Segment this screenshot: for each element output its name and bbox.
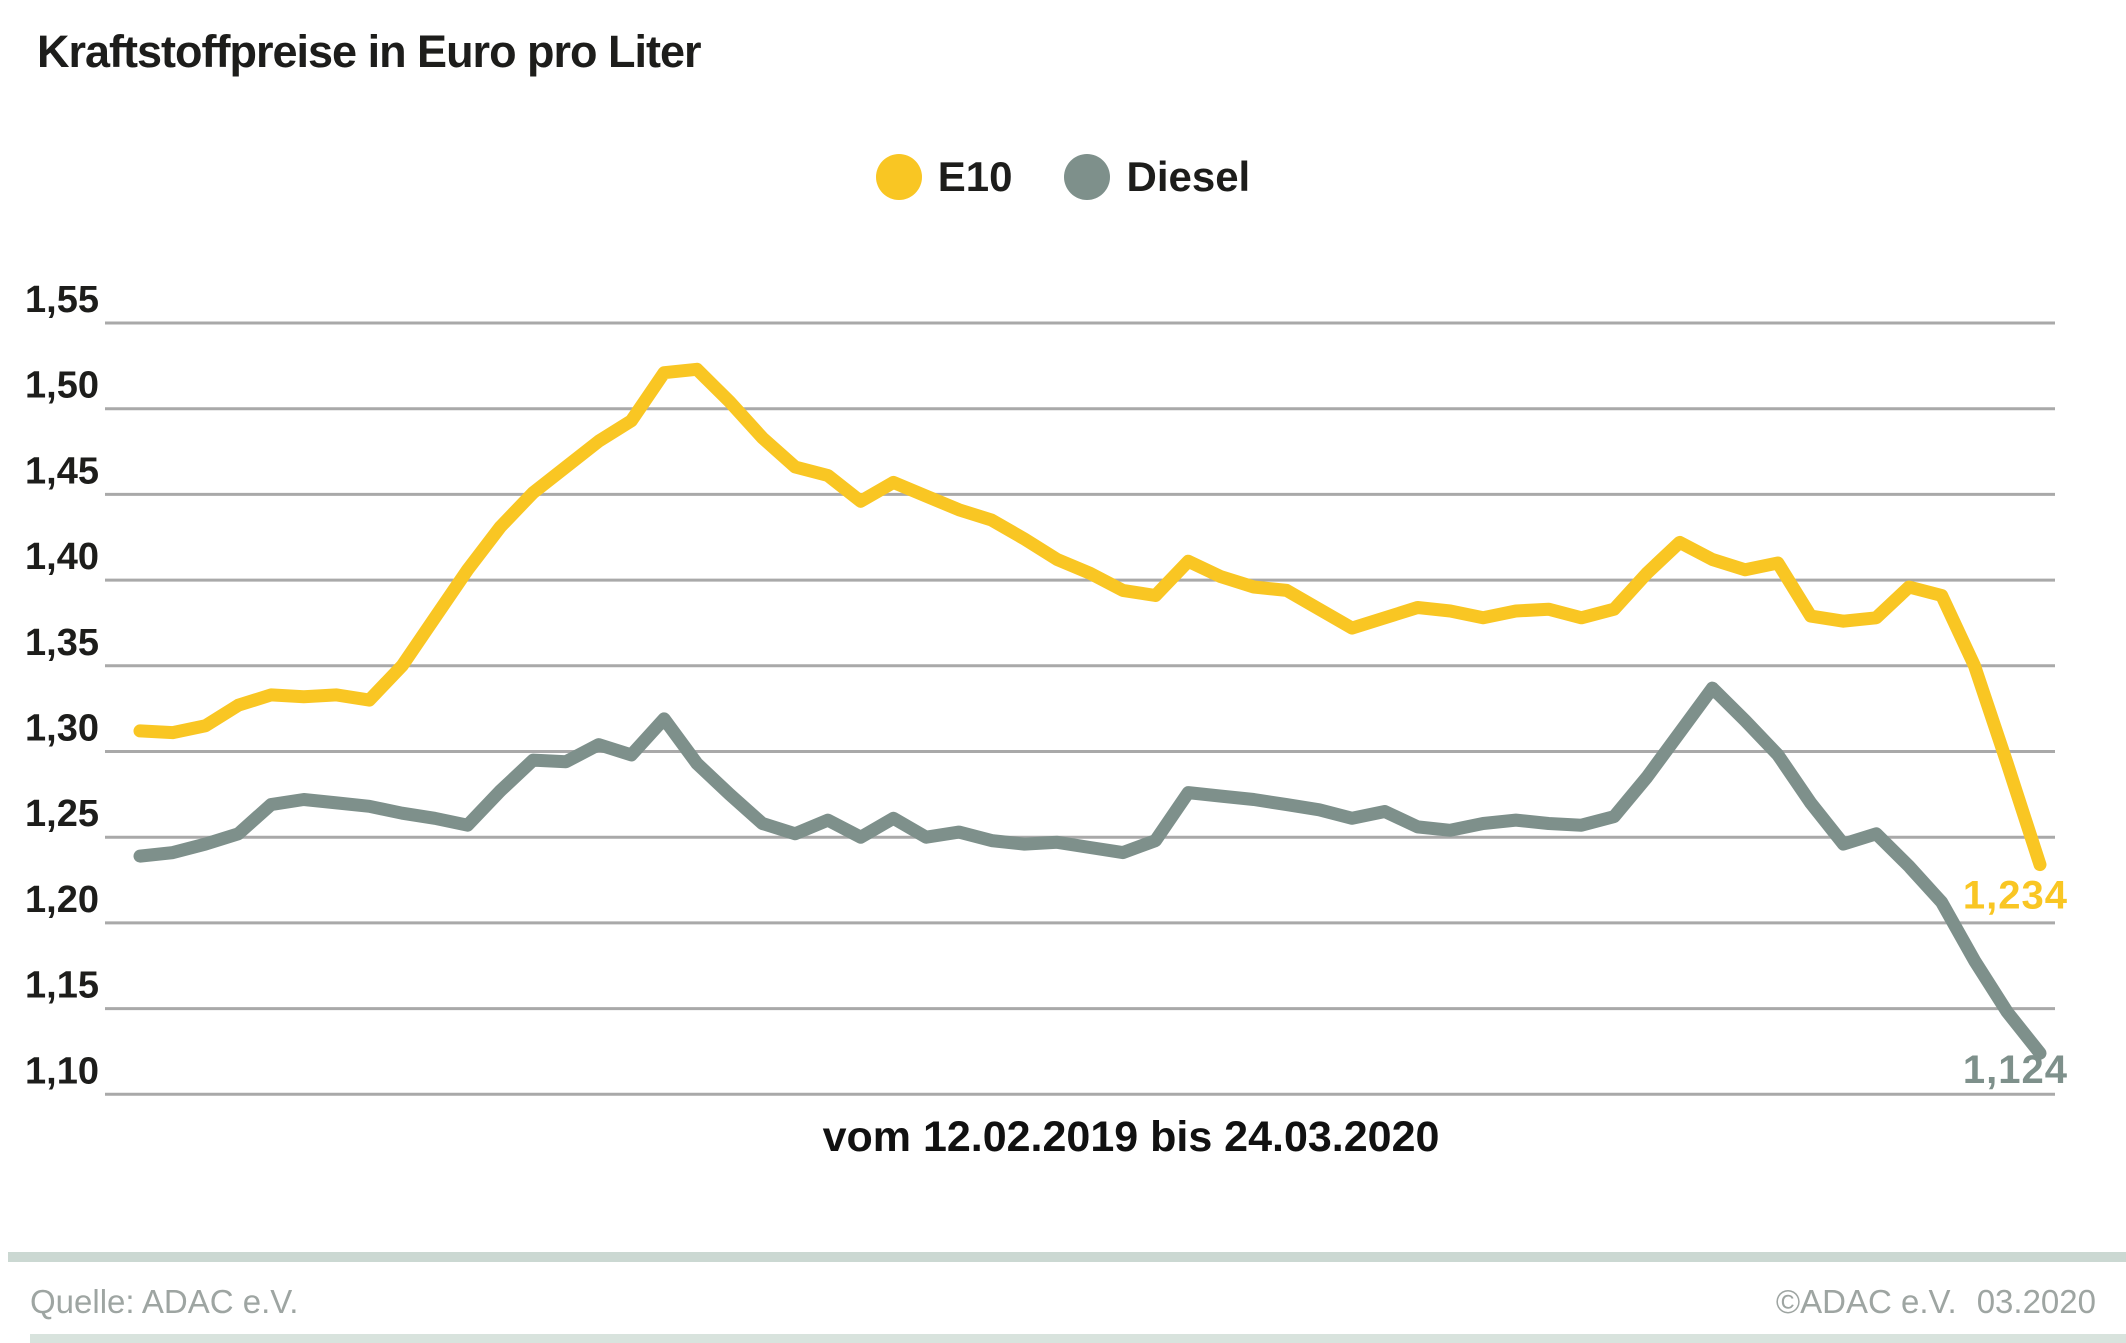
footer-divider <box>8 1252 2126 1262</box>
legend-label-diesel: Diesel <box>1126 153 1251 200</box>
footer: Quelle: ADAC e.V. ©ADAC e.V. 03.2020 <box>30 1283 2096 1321</box>
legend-item-e10: E10 <box>875 153 1013 200</box>
y-tick-label: 1,50 <box>25 365 99 407</box>
y-tick-label: 1,15 <box>25 965 99 1007</box>
legend-label-e10: E10 <box>937 153 1013 200</box>
y-tick-label: 1,25 <box>25 793 99 835</box>
bottom-accent-bar <box>30 1334 2126 1343</box>
end-value-label-e10: 1,234 <box>1963 874 2068 918</box>
series-line-e10 <box>133 362 2047 872</box>
y-tick-label: 1,35 <box>25 622 99 664</box>
copyright-note: ©ADAC e.V. 03.2020 <box>1776 1283 2096 1321</box>
end-value-label-diesel: 1,124 <box>1963 1048 2068 1092</box>
page-title: Kraftstoffpreise in Euro pro Liter <box>37 26 702 77</box>
e10-series-dot-icon <box>875 154 922 200</box>
y-tick-label: 1,55 <box>25 279 99 321</box>
copyright-text: ©ADAC e.V. <box>1775 1283 1957 1320</box>
y-tick-label: 1,30 <box>25 708 99 750</box>
x-axis-caption: vom 12.02.2019 bis 24.03.2020 <box>822 1113 1440 1161</box>
source-note: Quelle: ADAC e.V. <box>30 1283 299 1320</box>
y-tick-label: 1,40 <box>25 536 99 578</box>
legend-item-diesel: Diesel <box>1064 154 1250 200</box>
legend: E10 Diesel <box>0 154 2126 200</box>
diesel-series-dot-icon <box>1064 154 1111 200</box>
copyright-date: 03.2020 <box>1976 1283 2096 1320</box>
series-line-diesel <box>133 681 2047 1060</box>
y-tick-label: 1,45 <box>25 450 99 492</box>
y-tick-label: 1,10 <box>25 1050 99 1092</box>
y-tick-label: 1,20 <box>25 879 99 921</box>
